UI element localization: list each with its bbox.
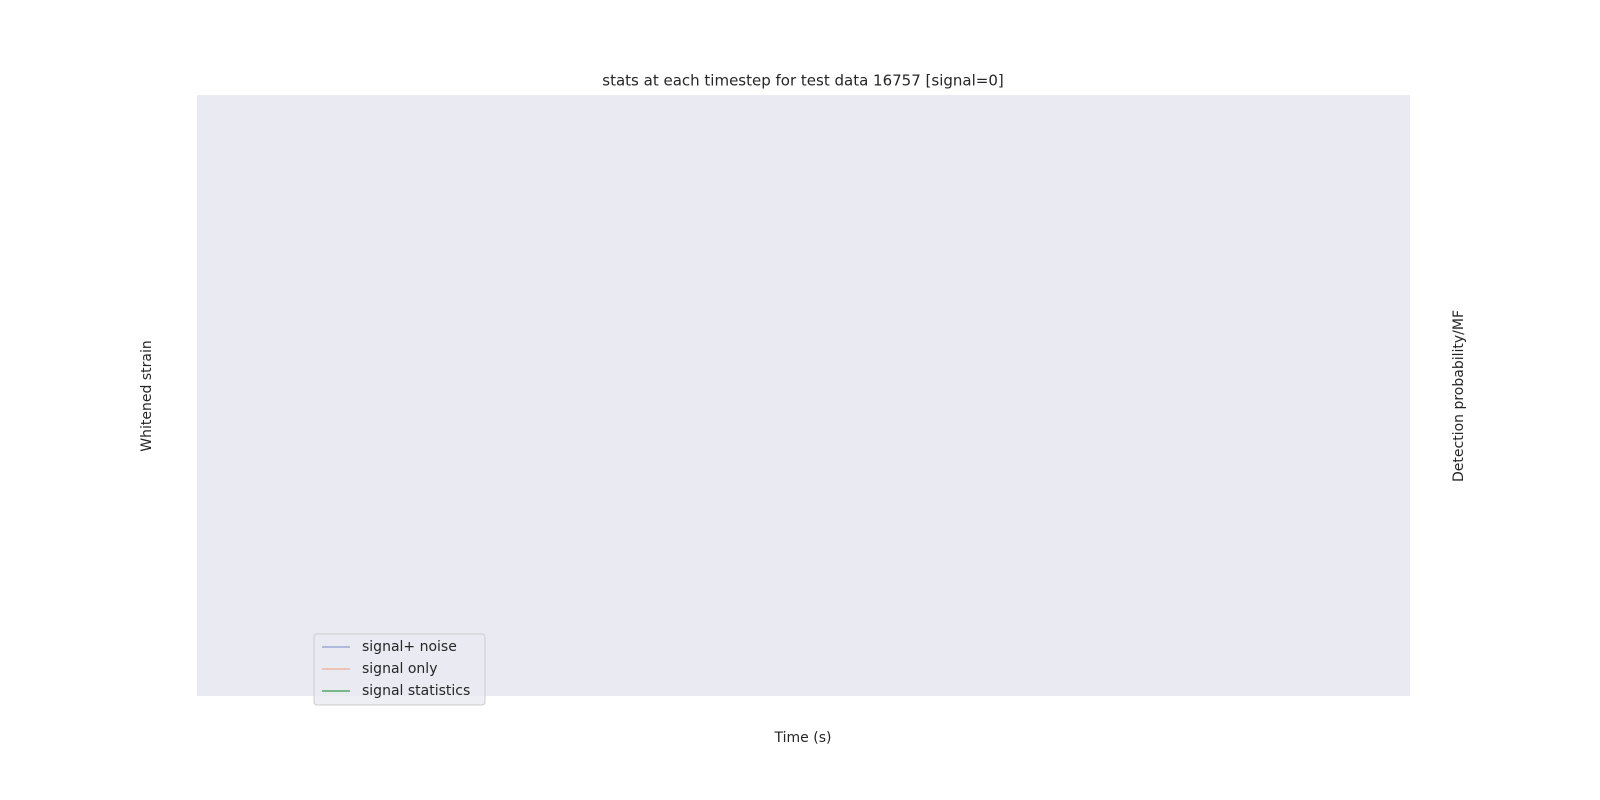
legend-label: signal statistics [362, 683, 470, 699]
legend-label: signal+ noise [362, 639, 457, 655]
chart-title: stats at each timestep for test data 167… [602, 72, 1003, 90]
legend: signal+ noise signal only signal statist… [313, 633, 486, 706]
legend-label: signal only [362, 661, 437, 677]
legend-frame [313, 633, 486, 706]
x-axis-label: Time (s) [774, 730, 832, 746]
y2-axis-label: Detection probability/MF [1451, 310, 1467, 482]
plot-area [197, 95, 1410, 696]
y-axis-label: Whitened strain [139, 340, 155, 451]
